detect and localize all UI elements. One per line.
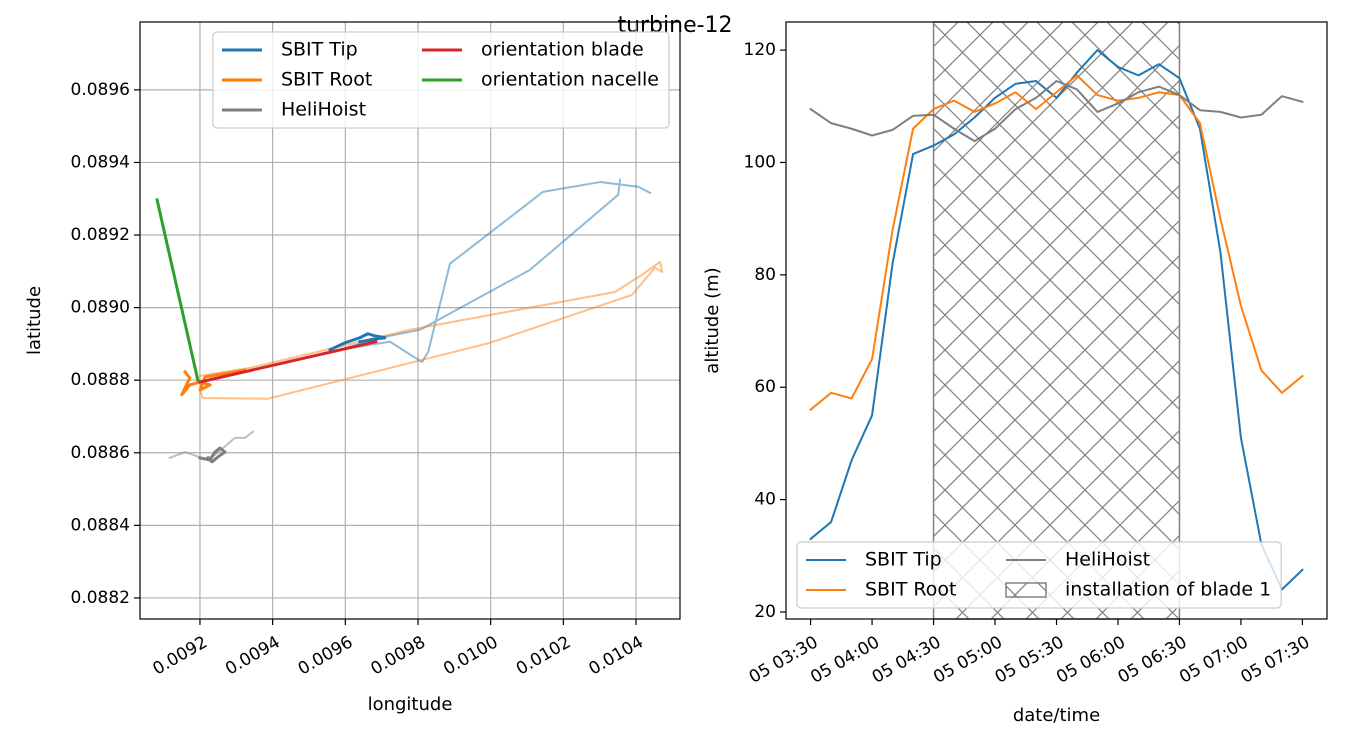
y-tick-label: 120 xyxy=(744,40,776,60)
legend-label: installation of blade 1 xyxy=(1065,579,1271,601)
legend-label: orientation nacelle xyxy=(481,69,659,91)
series-line xyxy=(338,178,652,364)
legend-label: HeliHoist xyxy=(1065,549,1150,571)
y-tick-label: 0.0886 xyxy=(71,443,130,463)
legend-label: HeliHoist xyxy=(281,99,366,121)
y-tick-label: 0.0892 xyxy=(71,225,130,245)
y-axis-label: altitude (m) xyxy=(702,267,723,373)
y-tick-label: 0.0890 xyxy=(71,298,130,318)
series-line xyxy=(198,339,378,384)
series-line xyxy=(155,198,200,382)
span xyxy=(932,21,1181,620)
y-tick-label: 40 xyxy=(754,490,776,510)
y-tick-label: 60 xyxy=(754,377,776,397)
y-tick-label: 0.0882 xyxy=(71,588,130,608)
legend: SBIT Tip SBIT Root HeliHoist installation o… xyxy=(796,541,1282,609)
y-tick-label: 0.0888 xyxy=(71,370,130,390)
series-line xyxy=(809,49,1304,591)
legend-frame xyxy=(796,541,1282,609)
legend-label: orientation blade xyxy=(481,39,644,61)
legend-label: SBIT Root xyxy=(281,69,372,91)
legend-label: SBIT Tip xyxy=(865,549,942,571)
y-axis-label: latitude xyxy=(24,286,45,355)
legend-label: SBIT Tip xyxy=(281,39,358,61)
y-tick-label: 0.0884 xyxy=(71,515,130,535)
y-tick-label: 0.0894 xyxy=(71,152,130,172)
y-tick-label: 20 xyxy=(754,602,776,622)
y-tick-label: 100 xyxy=(744,152,776,172)
series-line xyxy=(809,74,1304,412)
series-line xyxy=(198,260,664,400)
legend: SBIT Tip SBIT Root HeliHoist orientation bl… xyxy=(212,31,670,129)
y-tick-label: 0.0896 xyxy=(71,80,130,100)
legend-label: SBIT Root xyxy=(865,579,956,601)
series-line xyxy=(198,446,227,464)
legend-swatch xyxy=(1005,582,1047,598)
series-line xyxy=(328,332,387,352)
series-line xyxy=(809,80,1304,143)
y-tick-label: 80 xyxy=(754,265,776,285)
axes-frame xyxy=(139,21,681,620)
x-axis-label: longitude xyxy=(368,694,453,715)
x-axis-label: date/time xyxy=(1013,705,1100,726)
